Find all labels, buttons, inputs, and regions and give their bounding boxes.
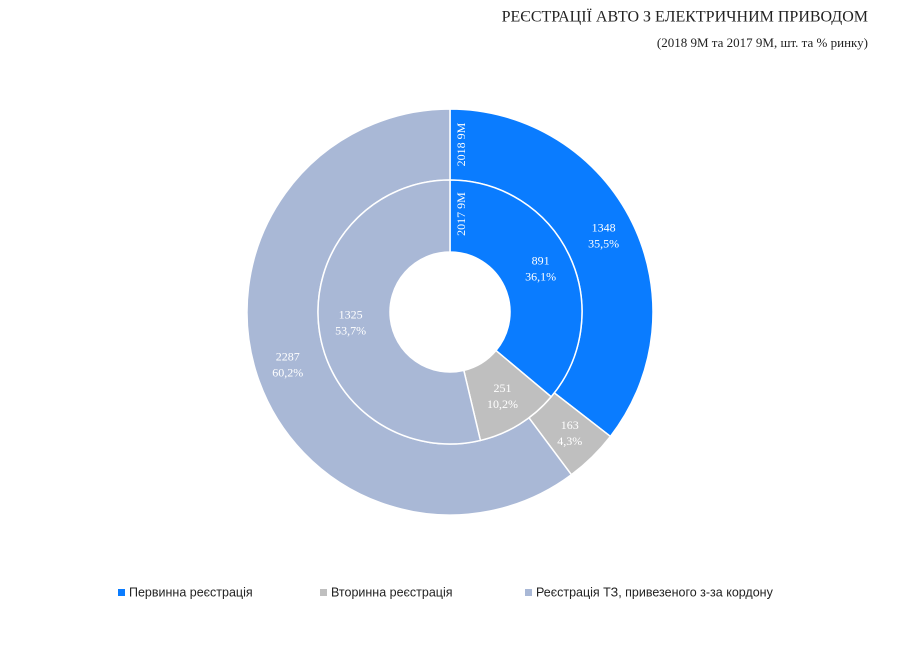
legend-marker [118, 589, 125, 596]
legend-marker [320, 589, 327, 596]
data-label: 1325 [339, 307, 363, 321]
legend-marker [525, 589, 532, 596]
data-label: 163 [561, 418, 579, 432]
share-label: 35,5% [588, 237, 619, 251]
share-label: 36,1% [525, 269, 556, 283]
share-label: 60,2% [272, 366, 303, 380]
legend-label: Вторинна реєстрація [331, 585, 453, 599]
data-label: 2287 [276, 350, 300, 364]
donut-segment [449, 179, 583, 398]
share-label: 4,3% [557, 434, 582, 448]
ring-label: 2018 9М [454, 122, 468, 166]
share-label: 53,7% [335, 323, 366, 337]
ring-label: 2017 9М [454, 192, 468, 236]
chart-title: РЕЄСТРАЦІЇ АВТО З ЕЛЕКТРИЧНИМ ПРИВОДОМ [502, 8, 868, 26]
legend-label: Реєстрація ТЗ, привезеного з-за кордону [536, 585, 774, 599]
chart-subtitle: (2018 9М та 2017 9М, шт. та % ринку) [657, 35, 868, 50]
data-label: 891 [532, 253, 550, 267]
donut-segment [317, 179, 482, 445]
data-label: 1348 [592, 221, 616, 235]
share-label: 10,2% [487, 397, 518, 411]
legend-label: Первинна реєстрація [129, 585, 253, 599]
data-label: 251 [494, 381, 512, 395]
